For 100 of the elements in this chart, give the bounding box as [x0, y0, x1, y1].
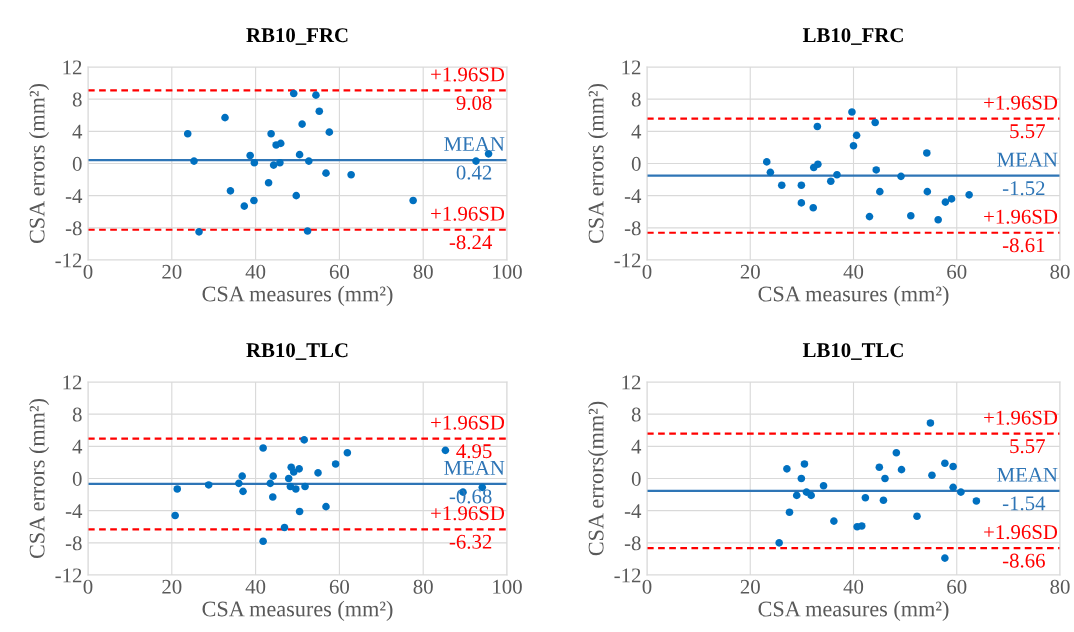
point	[928, 471, 936, 480]
x-tick-label: 20	[162, 264, 182, 279]
x-tick-label: 20	[740, 264, 760, 279]
annotation: 5.57	[1010, 439, 1045, 454]
y-tick-label: 12	[63, 375, 82, 390]
point	[347, 170, 355, 179]
point	[813, 122, 822, 131]
ref-line-label: +1.96SD	[984, 525, 1058, 540]
y-tick-label: -12	[614, 253, 641, 268]
chart-title: RB10_FRC	[246, 28, 348, 45]
point	[941, 554, 949, 562]
annotation: 0.42	[456, 165, 492, 180]
point	[826, 177, 835, 185]
y-tick-label: 12	[63, 60, 82, 75]
annotation: 9.08	[456, 95, 492, 111]
point	[897, 465, 906, 474]
x-tick-label: 40	[245, 264, 266, 279]
point	[907, 211, 915, 220]
point	[250, 196, 258, 205]
x-tick-label: 100	[493, 264, 522, 279]
point	[238, 472, 246, 480]
x-tick-label: 80	[413, 264, 433, 279]
x-tick-label: 40	[245, 579, 266, 594]
point	[814, 160, 822, 169]
y-tick-label: 4	[72, 439, 83, 454]
point	[331, 460, 340, 468]
y-tick-label: -8	[65, 536, 82, 551]
point	[972, 497, 981, 505]
point	[949, 462, 957, 471]
point	[923, 187, 932, 196]
chart-title: RB10_TLC	[246, 343, 348, 360]
ref-line-label: +1.96SD	[984, 95, 1058, 110]
point	[303, 227, 312, 235]
point	[409, 196, 417, 205]
ref-line-label: +1.96SD	[984, 209, 1058, 224]
point	[897, 172, 905, 181]
y-tick-label: 8	[72, 407, 82, 422]
point	[343, 448, 352, 457]
point	[871, 118, 879, 127]
point	[872, 166, 881, 174]
point	[892, 448, 901, 457]
point	[269, 161, 278, 169]
point	[325, 128, 334, 136]
point	[250, 158, 259, 167]
annotation: -1.52	[1002, 181, 1045, 196]
point	[965, 191, 973, 199]
point	[289, 468, 298, 476]
point	[809, 203, 818, 212]
ref-line-label: +1.96SD	[431, 206, 505, 221]
point	[292, 191, 301, 200]
point	[949, 483, 957, 492]
y-tick-label: -8	[624, 536, 641, 551]
annotation: -6.32	[449, 534, 492, 549]
y-tick-label: 12	[622, 60, 641, 75]
x-tick-label: 60	[329, 579, 350, 594]
x-tick-label: 100	[493, 579, 522, 594]
point	[926, 419, 935, 427]
point	[289, 89, 298, 98]
point	[280, 523, 289, 532]
point	[295, 465, 303, 473]
point	[315, 107, 324, 116]
point	[298, 120, 306, 128]
point	[173, 485, 182, 493]
point	[852, 131, 861, 140]
point	[322, 169, 330, 177]
point	[807, 491, 815, 500]
point	[268, 493, 277, 501]
point	[947, 195, 956, 203]
point	[276, 158, 284, 167]
point	[923, 149, 931, 157]
point	[830, 517, 838, 525]
point	[833, 170, 841, 179]
point	[204, 481, 213, 489]
ref-line-label: +1.96SD	[984, 410, 1058, 425]
point	[941, 198, 950, 206]
x-tick-label: 40	[843, 264, 864, 279]
y-tick-label: -4	[624, 504, 642, 518]
point	[783, 465, 791, 473]
x-tick-label: 0	[642, 579, 652, 594]
point	[865, 212, 874, 221]
point	[797, 474, 806, 483]
point	[797, 181, 806, 190]
y-tick-label: 0	[631, 156, 641, 171]
point	[957, 488, 965, 496]
point	[762, 158, 771, 166]
point	[913, 512, 921, 521]
point	[295, 507, 304, 516]
point	[239, 487, 247, 496]
x-tick-label: 80	[1050, 579, 1070, 594]
point	[792, 491, 801, 500]
y-tick-label: -4	[624, 189, 642, 203]
y-tick-label: -8	[65, 221, 82, 236]
point	[879, 496, 888, 505]
point	[861, 494, 870, 502]
point	[934, 215, 942, 224]
point	[941, 459, 949, 468]
point	[785, 508, 794, 517]
point	[322, 502, 330, 511]
y-tick-label: -12	[55, 253, 82, 268]
ref-line-label: +1.96SD	[431, 67, 505, 82]
